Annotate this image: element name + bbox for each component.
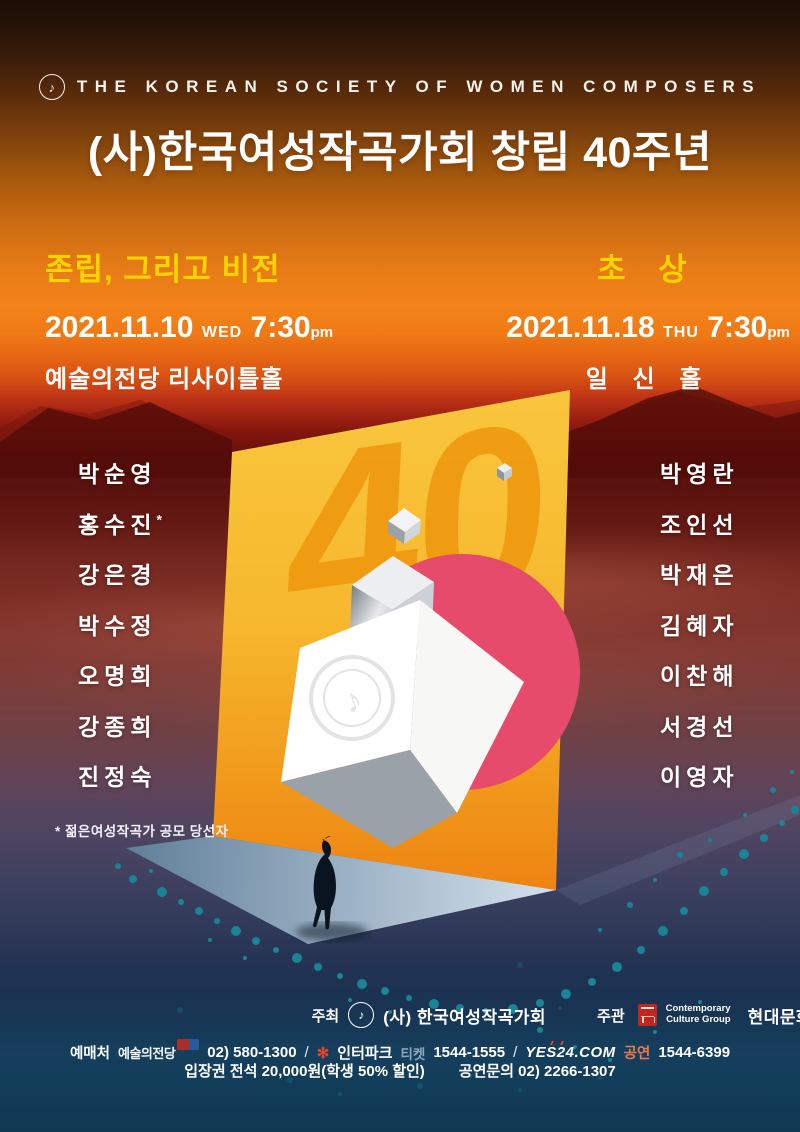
organizer-label: 주관 xyxy=(597,1007,625,1025)
event-right-day: THU xyxy=(663,324,699,341)
composer-name: 이영자 xyxy=(660,764,739,790)
event-left-time: 7:30 xyxy=(250,311,311,344)
vendor-interpark-sub: 티켓 xyxy=(400,1046,426,1062)
header: ♪ THE KOREAN SOCIETY OF WOMEN COMPOSERS xyxy=(0,74,800,100)
host-seal-icon: ♪ xyxy=(348,1002,375,1028)
footer-ticket-vendors: 예매처 예술의전당 02) 580-1300 / ✻ 인터파크 티켓 1544-… xyxy=(0,1039,800,1063)
person-silhouette xyxy=(296,836,368,941)
interpark-flower-icon: ✻ xyxy=(316,1044,330,1062)
light-path xyxy=(126,836,556,944)
composer-name: 이찬해 xyxy=(660,663,739,689)
mountain-silhouettes xyxy=(0,386,800,478)
footer-price-inquiry: 입장권 전석 20,000원(학생 50% 할인) 공연문의 02) 2266-… xyxy=(0,1060,800,1081)
composer-name: 강종희 xyxy=(78,713,157,740)
composers-left-column: 박순영 홍수진* 강은경 박수정 오명희 강종희 진정숙 xyxy=(78,455,162,809)
vendor-yes24-sub: 공연 xyxy=(623,1046,651,1062)
separator: / xyxy=(304,1044,309,1061)
inquiry-phone: 공연문의 02) 2266-1307 xyxy=(458,1063,616,1080)
composer-name: 진정숙 xyxy=(78,764,157,790)
organizer-name: 현대문화기획 xyxy=(747,1007,800,1027)
event-right-venue: 일 신 홀 xyxy=(585,366,711,393)
event-left-datetime: 2021.11.10 WED 7:30pm xyxy=(45,311,333,345)
organizer-en: Contemporary Culture Group xyxy=(665,1003,731,1026)
organizer-en-line1: Contemporary xyxy=(665,1003,731,1015)
composer-name: 서경선 xyxy=(660,713,739,740)
young-composer-star: * xyxy=(156,510,162,527)
composer-name: 박재은 xyxy=(660,562,739,588)
composer-name: 김혜자 xyxy=(660,612,739,639)
society-seal-icon: ♪ xyxy=(38,74,65,100)
event-left-ampm: pm xyxy=(310,324,334,341)
organizer-en-line2: Culture Group xyxy=(666,1014,731,1025)
yes24-marks-icon xyxy=(550,1041,565,1045)
composer-name: 박수정 xyxy=(78,612,157,639)
event-right-time: 7:30 xyxy=(707,311,768,344)
vendor-interpark-phone: 1544-1555 xyxy=(433,1044,506,1061)
footnote: * 젊은여성작곡가 공모 당선자 xyxy=(55,824,229,839)
event-left-title: 존립, 그리고 비전 xyxy=(45,252,281,287)
event-right-datetime: 2021.11.18 THU 7:30pm xyxy=(498,311,798,345)
vendor-yes24-phone: 1544-6399 xyxy=(658,1044,731,1061)
event-right-title: 초 상 xyxy=(597,252,699,287)
vendor-sac-phone: 02) 580-1300 xyxy=(207,1044,297,1061)
footer-credits: 주최 ♪ (사) 한국여성작곡가회 주관 Contemporary Cultur… xyxy=(0,1002,800,1028)
ticket-label: 예매처 xyxy=(69,1046,110,1062)
tiny-cube-2 xyxy=(388,508,421,544)
vendor-interpark: 인터파크 xyxy=(337,1045,393,1062)
organizer-stamp-icon xyxy=(637,1004,657,1026)
composer-name: 오명희 xyxy=(78,663,157,689)
event-left-venue: 예술의전당 리사이틀홀 xyxy=(45,366,284,393)
poster-title: (사)한국여성작곡가회 창립 40주년 xyxy=(87,129,713,177)
ticket-price: 입장권 전석 20,000원(학생 50% 할인) xyxy=(184,1063,425,1080)
event-left: 존립, 그리고 비전 2021.11.10 WED 7:30pm 예술의전당 리… xyxy=(45,244,333,394)
event-right-date: 2021.11.18 xyxy=(506,311,655,344)
event-right: 초 상 2021.11.18 THU 7:30pm 일 신 홀 xyxy=(498,244,798,394)
composer-name: 조인선 xyxy=(660,511,739,538)
sac-badge-icon xyxy=(177,1039,200,1050)
event-left-date: 2021.11.10 xyxy=(45,311,194,344)
composer-name: 박영란 xyxy=(660,461,739,487)
tiny-cube-1 xyxy=(497,463,512,481)
composers-right-column: 박영란 조인선 박재은 김혜자 이찬해 서경선 이영자 xyxy=(660,455,738,809)
composer-name: 강은경 xyxy=(78,562,157,588)
scatter-dots xyxy=(115,770,799,1096)
composer-name: 홍수진* xyxy=(78,510,162,538)
floor-reflection xyxy=(556,795,800,905)
vendor-yes24: YES24.COM xyxy=(525,1041,615,1061)
host-label: 주최 xyxy=(311,1007,340,1025)
separator: / xyxy=(513,1044,518,1061)
vendor-sac: 예술의전당 xyxy=(118,1039,200,1062)
event-right-ampm: pm xyxy=(767,324,790,341)
society-name-en: THE KOREAN SOCIETY OF WOMEN COMPOSERS xyxy=(76,77,762,96)
white-cube: ♪ xyxy=(281,600,524,848)
event-left-day: WED xyxy=(201,324,243,341)
composer-name: 박순영 xyxy=(78,461,157,487)
host-name: (사) 한국여성작곡가회 xyxy=(383,1007,547,1027)
